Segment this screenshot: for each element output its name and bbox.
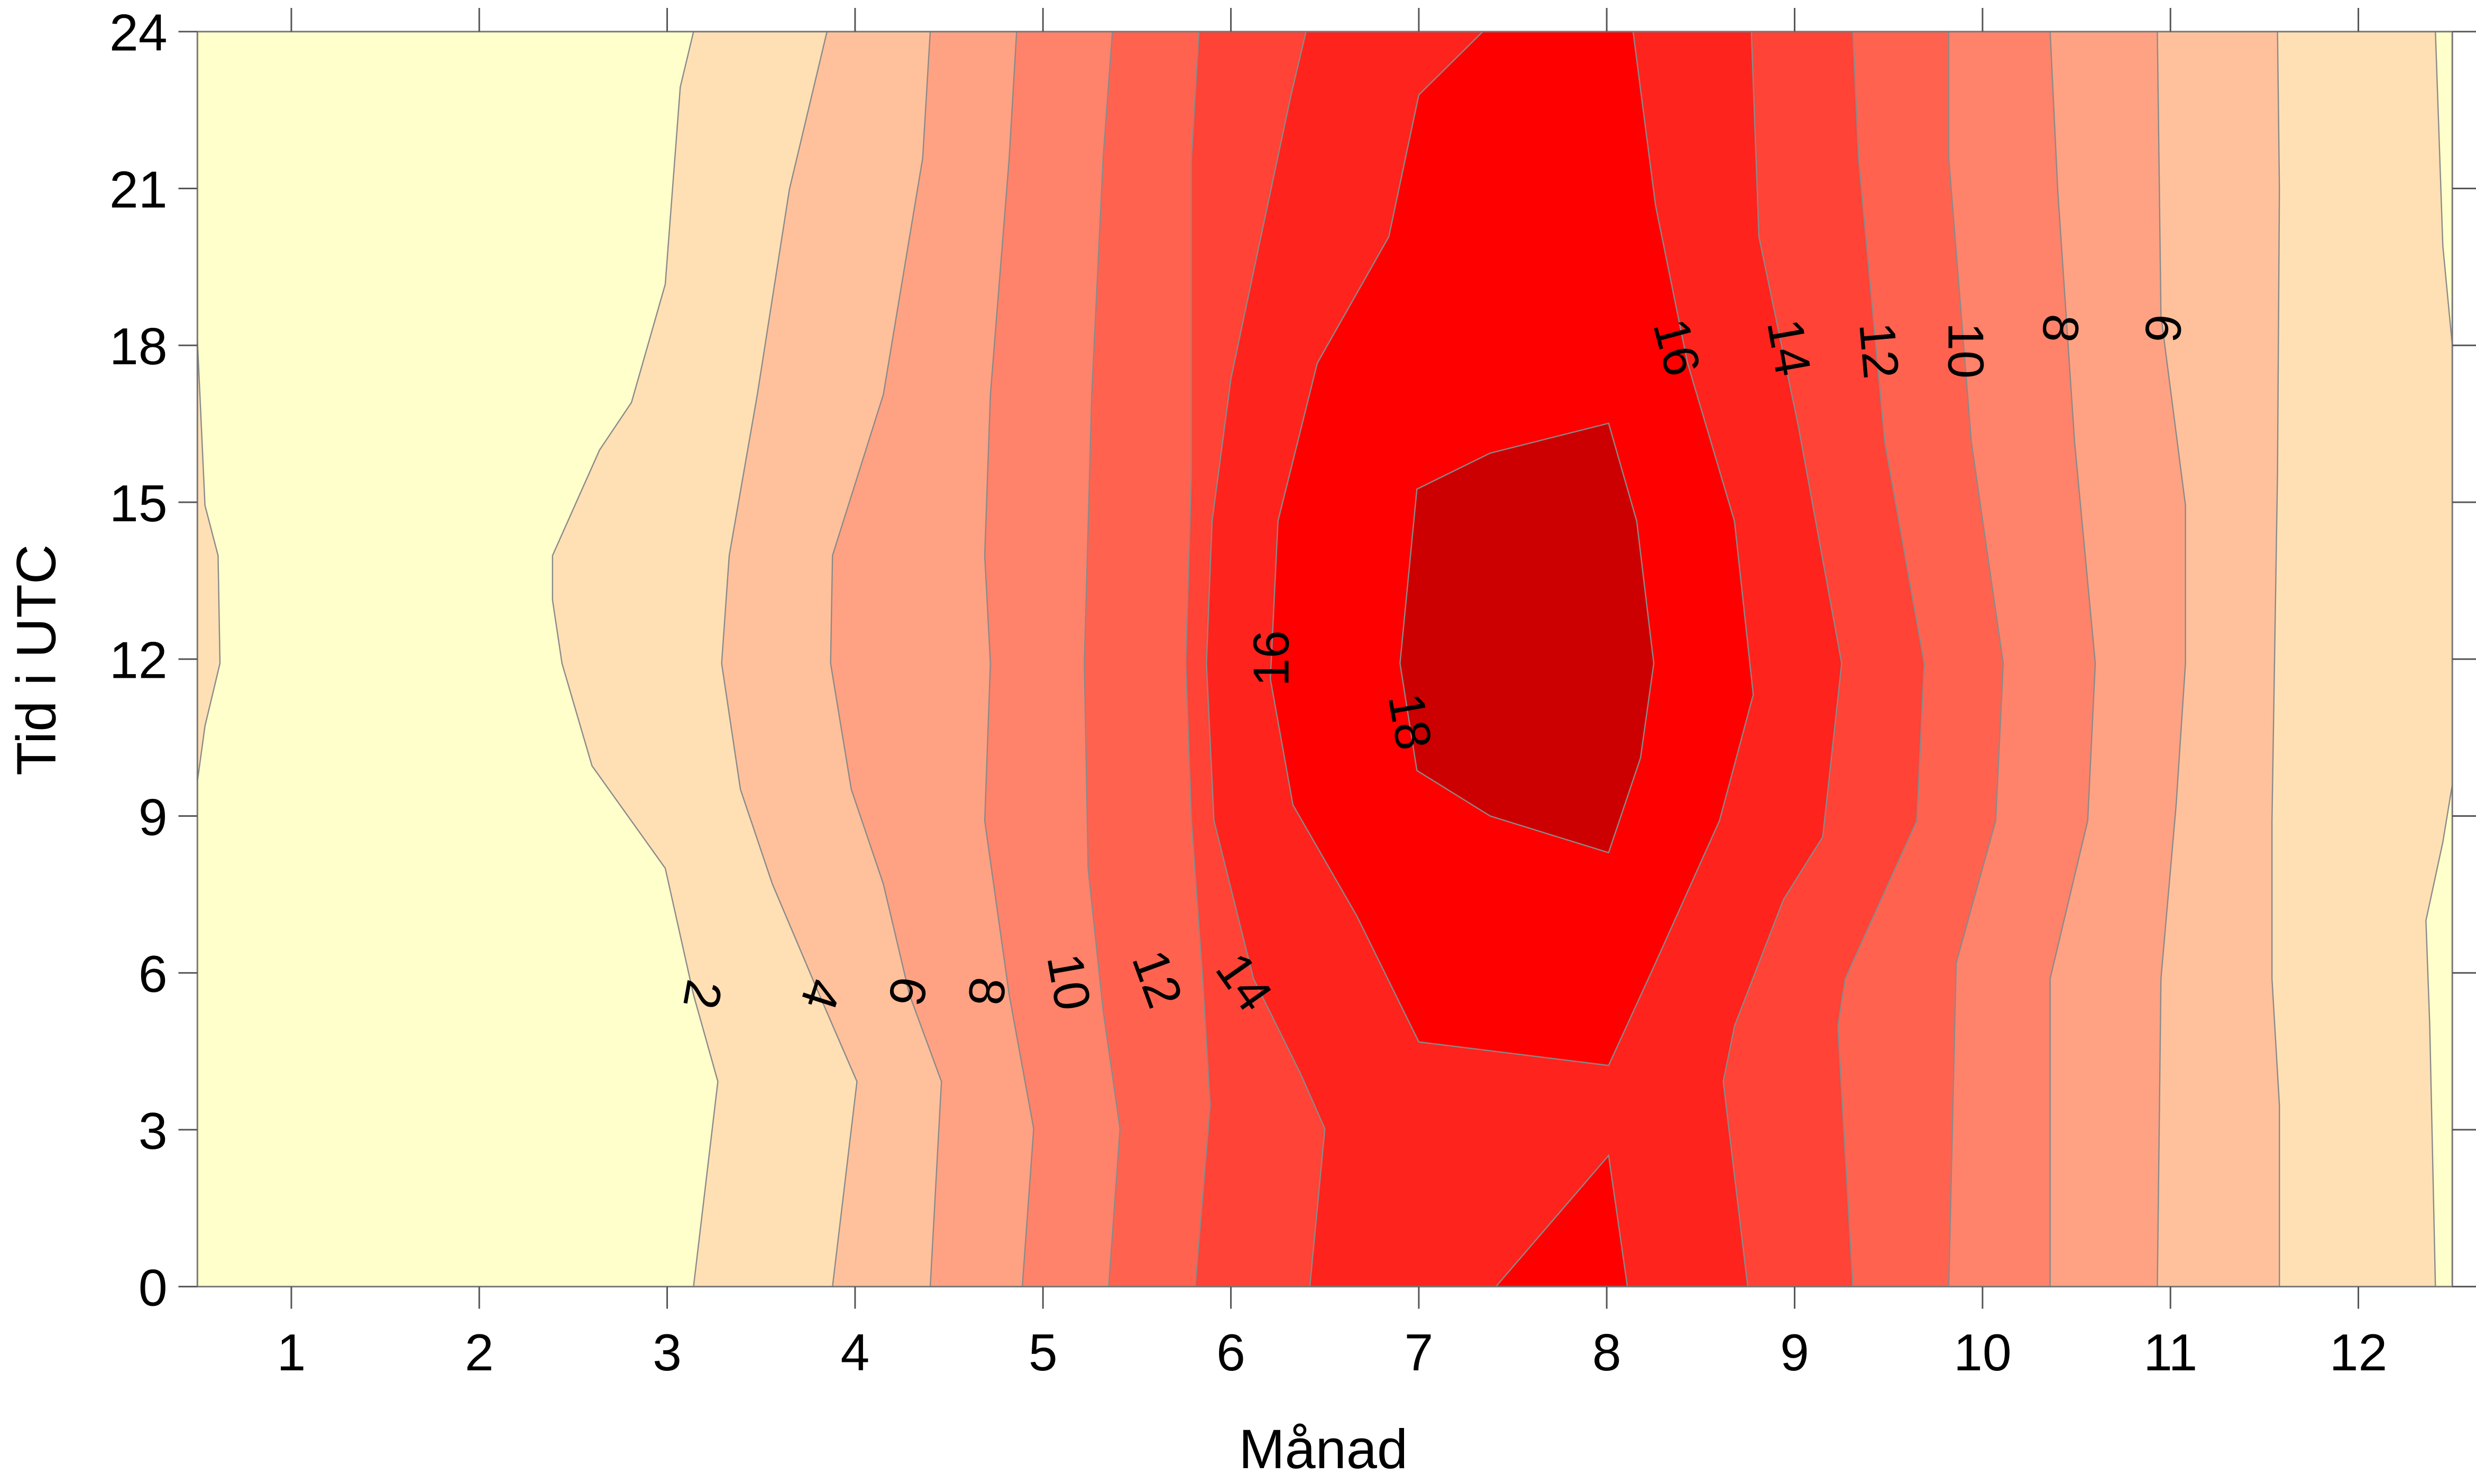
x-axis-label: Månad bbox=[1239, 1418, 1408, 1480]
contour-line-4 bbox=[721, 31, 858, 1287]
x-tick-label: 8 bbox=[1592, 1323, 1621, 1381]
y-tick-label: 9 bbox=[139, 788, 168, 846]
band-2 bbox=[197, 339, 220, 782]
y-tick-label: 6 bbox=[139, 945, 168, 1003]
contour-line-6 bbox=[2157, 31, 2186, 1287]
x-tick-label: 3 bbox=[653, 1323, 682, 1381]
x-tick-label: 5 bbox=[1029, 1323, 1058, 1381]
y-tick-label: 15 bbox=[109, 474, 168, 532]
x-tick-label: 4 bbox=[841, 1323, 870, 1381]
y-tick-label: 18 bbox=[109, 317, 168, 375]
contour-line-2 bbox=[552, 31, 719, 1287]
contour-line-18 bbox=[1399, 422, 1655, 854]
contour-label: 8 bbox=[957, 975, 1015, 1008]
contour-line-4 bbox=[2271, 31, 2280, 1287]
x-tick-label: 12 bbox=[2330, 1323, 2388, 1381]
contour-label: 14 bbox=[1756, 315, 1821, 380]
contour-label: 12 bbox=[1848, 320, 1909, 381]
contour-label: 10 bbox=[1938, 322, 1994, 379]
x-tick-label: 6 bbox=[1216, 1323, 1245, 1381]
contour-line-12 bbox=[1837, 31, 1925, 1287]
contour-line-14 bbox=[1206, 31, 1326, 1287]
contour-line-16 bbox=[1270, 31, 1754, 1066]
x-tick-label: 10 bbox=[1954, 1323, 2012, 1381]
y-tick-label: 3 bbox=[139, 1102, 168, 1160]
y-tick-label: 21 bbox=[109, 160, 168, 218]
band-16 bbox=[1496, 1155, 1628, 1287]
contour-line-8 bbox=[984, 31, 1034, 1287]
plot-area bbox=[197, 31, 2453, 1287]
y-tick-label: 12 bbox=[109, 631, 168, 689]
contour-line-12 bbox=[1185, 31, 1211, 1287]
contour-line-14 bbox=[1722, 31, 1842, 1287]
contour-line-2 bbox=[2425, 31, 2453, 1287]
contour-label: 10 bbox=[1036, 950, 1101, 1015]
contour-label: 6 bbox=[2134, 312, 2192, 345]
x-tick-label: 7 bbox=[1404, 1323, 1433, 1381]
contour-label: 8 bbox=[2031, 312, 2089, 345]
contour-label: 16 bbox=[1244, 630, 1300, 686]
y-axis-label: Tid i UTC bbox=[6, 545, 68, 776]
x-tick-label: 9 bbox=[1780, 1323, 1809, 1381]
contour-line-8 bbox=[2049, 31, 2096, 1287]
contour-line-10 bbox=[1948, 31, 2004, 1287]
contour-line-10 bbox=[1084, 31, 1121, 1287]
x-tick-label: 11 bbox=[2143, 1323, 2197, 1381]
contour-line-6 bbox=[830, 31, 942, 1287]
y-tick-label: 0 bbox=[139, 1258, 168, 1316]
contour-label: 18 bbox=[1377, 689, 1442, 754]
contour-label: 16 bbox=[1642, 313, 1711, 382]
x-tick-label: 2 bbox=[465, 1323, 494, 1381]
band-18 bbox=[1400, 423, 1654, 853]
x-tick-label: 1 bbox=[277, 1323, 306, 1381]
y-tick-label: 24 bbox=[109, 4, 168, 62]
